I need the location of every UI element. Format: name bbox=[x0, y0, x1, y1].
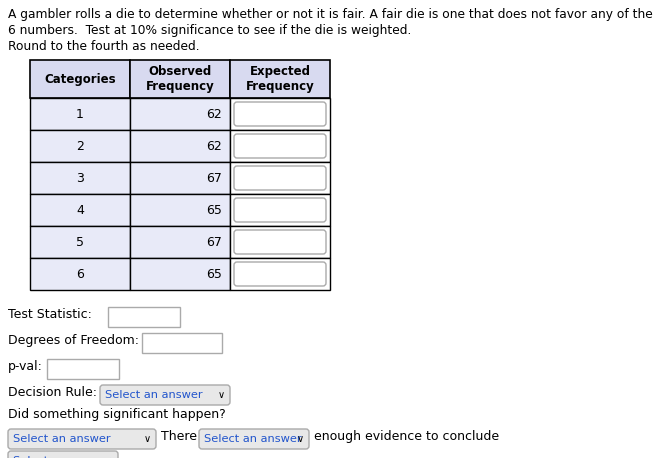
Bar bbox=[30, 98, 130, 130]
Bar bbox=[130, 226, 230, 258]
Text: A gambler rolls a die to determine whether or not it is fair. A fair die is one : A gambler rolls a die to determine wheth… bbox=[8, 8, 653, 21]
Bar bbox=[230, 226, 330, 258]
FancyBboxPatch shape bbox=[100, 385, 230, 405]
Bar bbox=[130, 258, 230, 290]
Text: 65: 65 bbox=[206, 203, 222, 217]
Bar bbox=[230, 162, 330, 194]
Text: 65: 65 bbox=[206, 267, 222, 280]
Text: p-val:: p-val: bbox=[8, 360, 43, 373]
Text: 2: 2 bbox=[76, 140, 84, 153]
Text: Degrees of Freedom:: Degrees of Freedom: bbox=[8, 334, 139, 347]
Text: Expected
Frequency: Expected Frequency bbox=[245, 65, 315, 93]
Text: Categories: Categories bbox=[44, 72, 116, 86]
Bar bbox=[30, 130, 130, 162]
Bar bbox=[30, 226, 130, 258]
Text: 62: 62 bbox=[206, 140, 222, 153]
FancyBboxPatch shape bbox=[234, 166, 326, 190]
Text: Round to the fourth as needed.: Round to the fourth as needed. bbox=[8, 40, 199, 53]
Bar bbox=[230, 194, 330, 226]
Text: 5: 5 bbox=[76, 235, 84, 249]
Text: 6 numbers.  Test at 10% significance to see if the die is weighted.: 6 numbers. Test at 10% significance to s… bbox=[8, 24, 411, 37]
Bar bbox=[130, 162, 230, 194]
FancyBboxPatch shape bbox=[234, 262, 326, 286]
FancyBboxPatch shape bbox=[234, 134, 326, 158]
FancyBboxPatch shape bbox=[8, 451, 118, 458]
Text: 3: 3 bbox=[76, 171, 84, 185]
Text: Did something significant happen?: Did something significant happen? bbox=[8, 408, 226, 421]
Bar bbox=[130, 60, 230, 98]
Text: 67: 67 bbox=[206, 235, 222, 249]
Text: 67: 67 bbox=[206, 171, 222, 185]
FancyBboxPatch shape bbox=[234, 102, 326, 126]
Text: Test Statistic:: Test Statistic: bbox=[8, 308, 92, 321]
Bar bbox=[30, 60, 130, 98]
Bar bbox=[230, 130, 330, 162]
Text: ∨: ∨ bbox=[106, 456, 113, 458]
Text: Decision Rule:: Decision Rule: bbox=[8, 386, 97, 399]
Text: 1: 1 bbox=[76, 108, 84, 120]
Text: Select an answer: Select an answer bbox=[13, 434, 111, 444]
Bar bbox=[30, 162, 130, 194]
Bar bbox=[108, 307, 180, 327]
Bar bbox=[30, 258, 130, 290]
Bar bbox=[130, 130, 230, 162]
Text: Select an answer: Select an answer bbox=[105, 390, 203, 400]
Bar bbox=[30, 194, 130, 226]
Text: ∨: ∨ bbox=[297, 434, 304, 444]
Bar bbox=[130, 98, 230, 130]
Bar bbox=[230, 98, 330, 130]
Text: There: There bbox=[161, 430, 197, 443]
Bar bbox=[142, 333, 222, 353]
Text: 4: 4 bbox=[76, 203, 84, 217]
Bar bbox=[230, 258, 330, 290]
Text: ∨: ∨ bbox=[218, 390, 225, 400]
Bar bbox=[47, 359, 119, 379]
Text: 62: 62 bbox=[206, 108, 222, 120]
Text: enough evidence to conclude: enough evidence to conclude bbox=[314, 430, 499, 443]
FancyBboxPatch shape bbox=[234, 230, 326, 254]
FancyBboxPatch shape bbox=[8, 429, 156, 449]
Text: Observed
Frequency: Observed Frequency bbox=[145, 65, 215, 93]
Text: 6: 6 bbox=[76, 267, 84, 280]
Text: Select an answer: Select an answer bbox=[204, 434, 301, 444]
Text: ∨: ∨ bbox=[144, 434, 151, 444]
Text: Select an answer: Select an answer bbox=[13, 456, 111, 458]
FancyBboxPatch shape bbox=[199, 429, 309, 449]
Bar bbox=[230, 60, 330, 98]
FancyBboxPatch shape bbox=[234, 198, 326, 222]
Bar bbox=[130, 194, 230, 226]
